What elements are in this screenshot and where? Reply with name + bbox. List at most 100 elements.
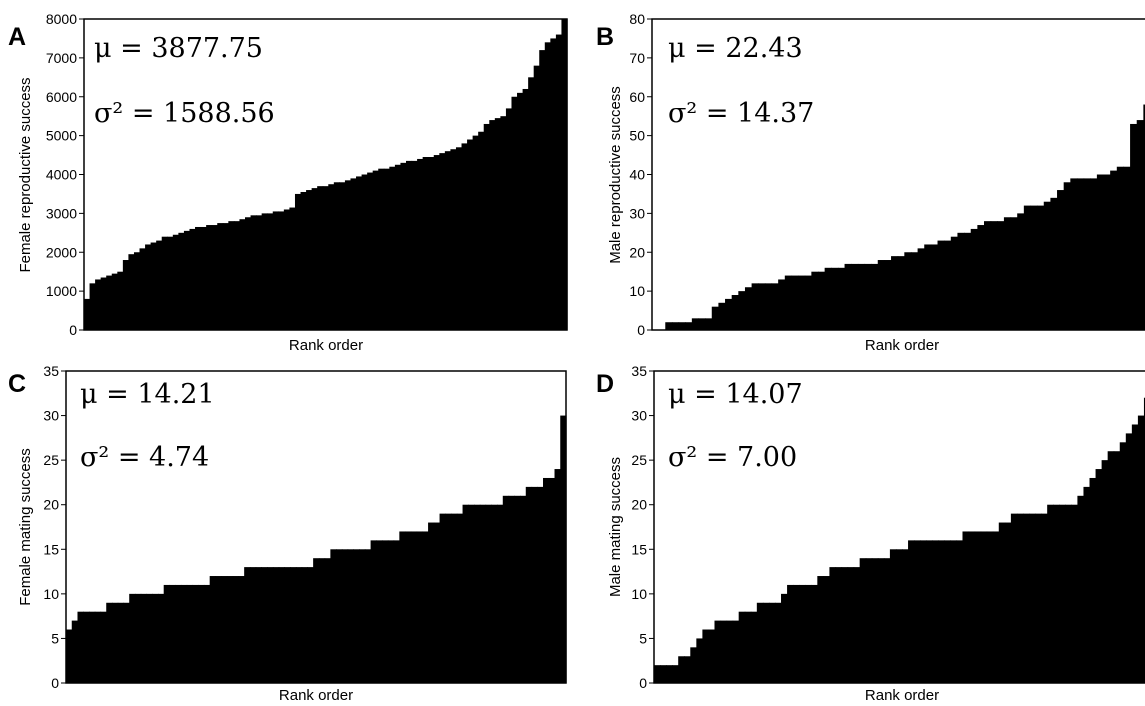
panel-a-bar bbox=[550, 38, 557, 330]
panel-c-bar bbox=[146, 593, 153, 683]
panel-b-y-tick-label: 30 bbox=[629, 205, 645, 221]
panel-c-bar bbox=[157, 593, 165, 683]
panel-b-bar bbox=[738, 291, 746, 331]
panel-a-bar bbox=[183, 230, 191, 330]
panel-d-bar bbox=[950, 540, 958, 683]
panel-c-bar bbox=[359, 549, 366, 683]
panel-b-bar bbox=[997, 221, 1005, 330]
panel-c-y-tick-label: 35 bbox=[43, 363, 59, 379]
panel-b-bar bbox=[764, 283, 773, 330]
panel-d-bar bbox=[1143, 397, 1145, 683]
panel-a-bar bbox=[145, 244, 152, 330]
panel-a-bar bbox=[217, 223, 224, 330]
panel-a-bar bbox=[189, 228, 196, 330]
panel-b-bar bbox=[751, 283, 759, 330]
panel-d-y-ticks: 0 5 10 15 20 25 30 35 bbox=[631, 363, 654, 691]
panel-a-bar bbox=[95, 279, 102, 330]
panel-d-bar bbox=[944, 540, 951, 683]
panel-b-bar bbox=[705, 318, 713, 330]
panel-a-bar bbox=[200, 226, 207, 330]
panel-c-bar bbox=[129, 593, 136, 683]
panel-b-bar bbox=[844, 263, 852, 330]
panel-c-bar bbox=[491, 504, 498, 683]
panel-d-bar bbox=[1101, 460, 1109, 683]
panel-c-bar bbox=[347, 549, 354, 683]
panel-b-bar bbox=[970, 228, 978, 330]
panel-d-bar bbox=[1029, 513, 1036, 683]
panel-b-bar bbox=[897, 256, 905, 330]
panel-d-bar bbox=[1119, 442, 1127, 683]
panel-b-bar bbox=[744, 287, 753, 330]
panel-d-bar bbox=[793, 584, 800, 683]
panel-a-bar bbox=[472, 135, 479, 331]
panel-c-bar bbox=[531, 486, 538, 683]
panel-c-bar bbox=[474, 504, 481, 683]
panel-d-bar bbox=[768, 602, 776, 683]
panel-c-variance-label: σ² = 4.74 bbox=[80, 442, 209, 473]
panel-a-bar bbox=[461, 143, 468, 330]
panel-c-bar bbox=[393, 540, 400, 683]
panel-d-bar bbox=[1035, 513, 1042, 683]
panel-a-bar bbox=[422, 157, 429, 330]
panel-a-bar bbox=[306, 190, 313, 330]
panel-c-ylabel: Female mating success bbox=[17, 448, 34, 606]
panel-c-bar bbox=[485, 504, 492, 683]
panel-c-bar bbox=[163, 584, 171, 683]
panel-a-bar bbox=[411, 160, 418, 330]
panel-a-bar bbox=[117, 271, 124, 330]
panel-c-bar bbox=[341, 549, 349, 683]
panel-c-bar bbox=[261, 567, 268, 683]
panel-b-bar bbox=[1030, 205, 1038, 330]
panel-a-bar bbox=[561, 19, 568, 330]
panel-d-bar bbox=[1059, 504, 1066, 683]
panel-a-bar bbox=[139, 248, 146, 330]
panel-a-bar bbox=[300, 191, 307, 330]
panel-a-bar bbox=[128, 254, 135, 330]
panel-c-bar bbox=[238, 576, 245, 683]
panel-d-bar bbox=[914, 540, 921, 683]
panel-b-bar bbox=[1043, 201, 1051, 330]
panel-d-bar bbox=[1041, 513, 1048, 683]
panel-d-bar bbox=[1065, 504, 1072, 683]
panel-b-y-ticks: 0 10 20 30 40 50 60 70 80 bbox=[629, 11, 652, 338]
panel-a-bar bbox=[372, 170, 379, 330]
panel-b-variance-label: σ² = 14.37 bbox=[668, 98, 814, 129]
panel-a-bar bbox=[555, 34, 563, 331]
panel-d-y-tick-label: 15 bbox=[631, 541, 647, 557]
panel-c-bar bbox=[554, 469, 561, 683]
panel-c-bar bbox=[267, 567, 274, 683]
panel-d-bar bbox=[1089, 477, 1097, 683]
panel-a-bar bbox=[483, 123, 490, 331]
panel-d-variance-label: σ² = 7.00 bbox=[668, 442, 797, 473]
panel-a-bar bbox=[356, 176, 363, 330]
panel-a-bar bbox=[111, 273, 118, 330]
panel-d-bar bbox=[1077, 495, 1085, 683]
panel-b-y-tick-label: 0 bbox=[637, 322, 645, 338]
panel-c-bar bbox=[140, 593, 148, 683]
panel-c-bar bbox=[318, 558, 326, 683]
panel-a-bar bbox=[517, 92, 524, 330]
panel-b-letter: B bbox=[596, 23, 614, 51]
panel-a-bar bbox=[133, 252, 141, 330]
panel-a-y-tick-label: 5000 bbox=[46, 128, 77, 144]
panel-c-bar bbox=[255, 567, 263, 683]
panel-c-bar bbox=[382, 540, 389, 683]
panel-d-y-tick-label: 30 bbox=[631, 408, 647, 424]
panel-b-bar bbox=[1110, 170, 1118, 330]
panel-d-bar bbox=[696, 638, 703, 683]
panel-c-y-tick-label: 15 bbox=[43, 541, 59, 557]
panel-b-bar bbox=[837, 267, 846, 330]
panel-d-bar bbox=[654, 665, 661, 683]
panel-d-bar bbox=[738, 611, 746, 683]
panel-d-bar bbox=[974, 531, 982, 683]
panel-c-bar bbox=[307, 567, 314, 683]
panel-a-bar bbox=[150, 242, 157, 330]
panel-a-bar bbox=[211, 225, 218, 330]
panel-a-bar bbox=[245, 217, 252, 330]
panel-c-bar bbox=[226, 576, 234, 683]
panel-d-bar bbox=[926, 540, 933, 683]
panel-a-bar bbox=[528, 77, 535, 330]
panel-a-xlabel: Rank order bbox=[289, 337, 363, 354]
panel-d-bar bbox=[841, 567, 849, 683]
